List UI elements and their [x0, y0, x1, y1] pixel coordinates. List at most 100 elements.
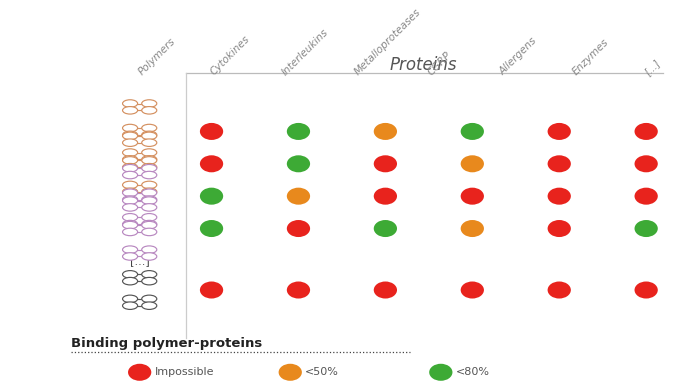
Ellipse shape: [461, 123, 484, 140]
Text: <50%: <50%: [305, 367, 339, 377]
Circle shape: [141, 132, 157, 140]
Ellipse shape: [374, 123, 397, 140]
Circle shape: [123, 196, 137, 203]
Circle shape: [141, 277, 157, 285]
Ellipse shape: [548, 188, 571, 205]
Circle shape: [123, 189, 137, 196]
Ellipse shape: [287, 282, 310, 298]
Ellipse shape: [374, 282, 397, 298]
Ellipse shape: [287, 123, 310, 140]
Ellipse shape: [287, 188, 310, 205]
Ellipse shape: [461, 155, 484, 172]
Circle shape: [141, 139, 157, 146]
Circle shape: [141, 189, 157, 196]
Circle shape: [141, 228, 157, 236]
Circle shape: [141, 124, 157, 132]
Ellipse shape: [461, 188, 484, 205]
Circle shape: [123, 157, 137, 164]
Circle shape: [141, 302, 157, 309]
Circle shape: [141, 220, 157, 228]
Ellipse shape: [279, 364, 302, 381]
Text: Proteins: Proteins: [390, 57, 457, 74]
Circle shape: [141, 204, 157, 211]
Ellipse shape: [635, 282, 658, 298]
Text: Polymers: Polymers: [136, 36, 177, 77]
Ellipse shape: [200, 188, 223, 205]
Circle shape: [141, 181, 157, 189]
Circle shape: [123, 246, 137, 253]
Text: Impossible: Impossible: [155, 367, 214, 377]
Ellipse shape: [548, 155, 571, 172]
Circle shape: [123, 181, 137, 189]
Circle shape: [141, 270, 157, 278]
Text: [...]: [...]: [642, 57, 662, 77]
Circle shape: [123, 220, 137, 228]
Text: Binding polymer-proteins: Binding polymer-proteins: [71, 337, 262, 350]
Circle shape: [141, 171, 157, 179]
Circle shape: [141, 165, 157, 172]
Ellipse shape: [200, 282, 223, 298]
Ellipse shape: [635, 188, 658, 205]
Ellipse shape: [200, 155, 223, 172]
Circle shape: [141, 196, 157, 203]
Circle shape: [141, 149, 157, 156]
Ellipse shape: [200, 123, 223, 140]
Ellipse shape: [374, 155, 397, 172]
Circle shape: [141, 222, 157, 229]
Text: [...]: [...]: [130, 256, 150, 266]
Ellipse shape: [548, 282, 571, 298]
Circle shape: [123, 149, 137, 156]
Circle shape: [123, 188, 137, 196]
Circle shape: [123, 277, 137, 285]
Circle shape: [123, 171, 137, 179]
Circle shape: [123, 124, 137, 132]
Circle shape: [123, 213, 137, 221]
Ellipse shape: [635, 123, 658, 140]
Ellipse shape: [287, 155, 310, 172]
Text: Enzymes: Enzymes: [571, 37, 611, 77]
Circle shape: [141, 197, 157, 204]
Circle shape: [123, 270, 137, 278]
Circle shape: [123, 132, 137, 140]
Text: Cytokines: Cytokines: [208, 34, 251, 77]
Circle shape: [141, 131, 157, 139]
Ellipse shape: [374, 220, 397, 237]
Ellipse shape: [374, 188, 397, 205]
Ellipse shape: [635, 220, 658, 237]
Ellipse shape: [200, 220, 223, 237]
Circle shape: [141, 100, 157, 107]
Ellipse shape: [461, 282, 484, 298]
Circle shape: [141, 213, 157, 221]
Circle shape: [141, 163, 157, 171]
Ellipse shape: [548, 220, 571, 237]
Text: <80%: <80%: [456, 367, 490, 377]
Circle shape: [123, 302, 137, 309]
Circle shape: [123, 222, 137, 229]
Ellipse shape: [548, 123, 571, 140]
Text: Allergens: Allergens: [498, 36, 539, 77]
Ellipse shape: [429, 364, 453, 381]
Circle shape: [123, 228, 137, 236]
Circle shape: [123, 204, 137, 211]
Circle shape: [141, 107, 157, 114]
Circle shape: [123, 139, 137, 146]
Circle shape: [123, 131, 137, 139]
Circle shape: [123, 253, 137, 260]
Circle shape: [123, 156, 137, 163]
Text: CGRP: CGRP: [426, 50, 453, 77]
Circle shape: [141, 295, 157, 303]
Circle shape: [123, 165, 137, 172]
Circle shape: [141, 156, 157, 163]
Circle shape: [141, 246, 157, 253]
Circle shape: [123, 100, 137, 107]
Circle shape: [123, 197, 137, 204]
Ellipse shape: [461, 220, 484, 237]
Circle shape: [123, 107, 137, 114]
Circle shape: [141, 188, 157, 196]
Ellipse shape: [287, 220, 310, 237]
Ellipse shape: [128, 364, 151, 381]
Circle shape: [141, 253, 157, 260]
Circle shape: [141, 157, 157, 164]
Text: Metalloproteases: Metalloproteases: [353, 7, 423, 77]
Text: Interleukins: Interleukins: [281, 27, 331, 77]
